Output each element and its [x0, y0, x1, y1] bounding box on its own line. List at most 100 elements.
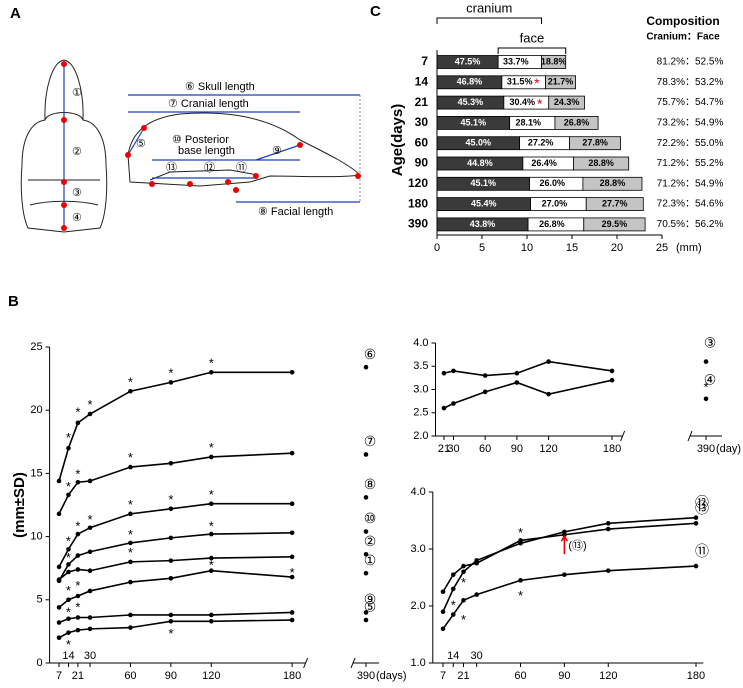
composition-row: 78.3%：53.2%: [657, 77, 724, 88]
y-axis-label: (mm±SD): [11, 472, 28, 538]
diagram-label: ③: [72, 187, 82, 199]
annotation: *: [451, 598, 456, 613]
composition-row: 72.2%：55.0%: [657, 138, 724, 149]
x-tick-label: 90: [165, 670, 177, 682]
diagram-label: ⑩ Posterior: [172, 134, 229, 146]
axis-break: [687, 430, 693, 442]
data-point: [605, 521, 611, 526]
data-point: [461, 569, 466, 575]
y-tick-label: 2.0: [413, 430, 428, 442]
data-point: [66, 492, 71, 498]
annotation: *: [66, 637, 71, 652]
annotation: *: [461, 612, 466, 627]
data-point: [546, 391, 551, 397]
bar-label: 28.8%: [588, 158, 614, 168]
x-tick-label: 14: [447, 650, 459, 662]
data-point: [451, 401, 456, 406]
annotation: *: [128, 450, 133, 465]
composition-row: 75.7%：54.7%: [657, 97, 724, 108]
annotation: *: [703, 379, 708, 394]
data-point: [609, 368, 615, 374]
annotation: *: [209, 355, 214, 370]
bar-label: 27.7%: [602, 198, 628, 208]
x-tick-label: 21: [72, 670, 84, 682]
data-point: [56, 478, 62, 484]
y-tick-label: 3.5: [413, 360, 428, 372]
series-line: [442, 565, 697, 630]
series-line: [442, 522, 697, 593]
axis-break: [303, 657, 309, 669]
annotation: *: [209, 518, 214, 533]
bar-label: 27.2%: [528, 138, 554, 148]
data-point: [75, 627, 81, 633]
diagram-label: ⑪: [236, 161, 247, 174]
diagram-label: ⑦ Cranial length: [168, 98, 249, 110]
data-point: [87, 568, 93, 574]
data-point: [693, 515, 699, 520]
data-point: [87, 588, 93, 594]
diagram-label: base length: [178, 145, 235, 157]
data-point: [208, 568, 214, 574]
data-point: [128, 464, 133, 470]
data-point: [87, 478, 93, 484]
data-point: [87, 549, 93, 555]
bar-label: 31.5%: [507, 77, 533, 87]
bar-label: 45.3%: [458, 97, 484, 107]
x-tick-label: 180: [283, 670, 301, 682]
skull-diagram: ① ② ③ ④ ⑥ Skull length ⑦ Cranial length …: [20, 59, 362, 233]
panel-label: A: [10, 5, 21, 22]
x-tick-label: 120: [599, 670, 617, 682]
annotation: *: [518, 525, 523, 540]
data-point: [66, 569, 71, 575]
x-tick-label: 120: [539, 443, 557, 455]
composition-row: 73.2%：54.9%: [657, 118, 724, 129]
series-line: [444, 362, 706, 376]
data-point: [56, 577, 62, 582]
data-point: [87, 615, 93, 620]
bar-label: 26.8%: [564, 117, 590, 127]
bar-segment: [582, 176, 643, 191]
data-point: [289, 501, 295, 507]
composition-title: Composition: [646, 14, 719, 28]
x-tick-label: 120: [202, 670, 220, 682]
data-point: [609, 377, 615, 383]
y-tick-label: 3.0: [411, 543, 426, 555]
y-tick-label: 20: [30, 404, 42, 416]
data-point: [66, 445, 71, 451]
composition-row: 70.5%：56.2%: [657, 219, 724, 230]
category-label: 120: [408, 176, 428, 190]
data-point: [128, 540, 133, 546]
data-point: [363, 610, 369, 615]
data-point: [56, 620, 62, 625]
data-point: [66, 546, 71, 552]
annotation: *: [66, 479, 71, 494]
bar-label: 45.1%: [471, 178, 497, 188]
bracket-label: face: [520, 30, 545, 45]
annotation: *: [66, 550, 71, 565]
bar-label: 27.8%: [582, 138, 608, 148]
data-point: [56, 511, 62, 517]
annotation: *: [128, 497, 133, 512]
series-label: ⑥: [364, 346, 377, 362]
data-point: [440, 626, 446, 632]
bracket: [497, 47, 567, 54]
series-line: [59, 571, 366, 608]
annotation: *: [518, 588, 523, 603]
data-point: [450, 572, 456, 577]
bar-label: 47.5%: [455, 56, 481, 66]
data-point: [605, 568, 611, 573]
series-line: [442, 516, 697, 613]
annotation: *: [75, 578, 80, 593]
bar-segment: [573, 156, 630, 171]
bar-segment: [545, 75, 577, 90]
y-tick-label: 0: [36, 657, 42, 669]
bar-label: 28.8%: [600, 178, 626, 188]
category-label: 7: [421, 54, 428, 68]
composition-row: 81.2%：52.5%: [657, 57, 724, 68]
annotation: *: [461, 575, 466, 590]
x-tick-label: 390: [357, 670, 375, 682]
category-label: 90: [415, 156, 429, 170]
annotation: *: [66, 583, 71, 598]
data-point: [87, 626, 93, 632]
diagram-label: ⑬: [166, 161, 177, 174]
